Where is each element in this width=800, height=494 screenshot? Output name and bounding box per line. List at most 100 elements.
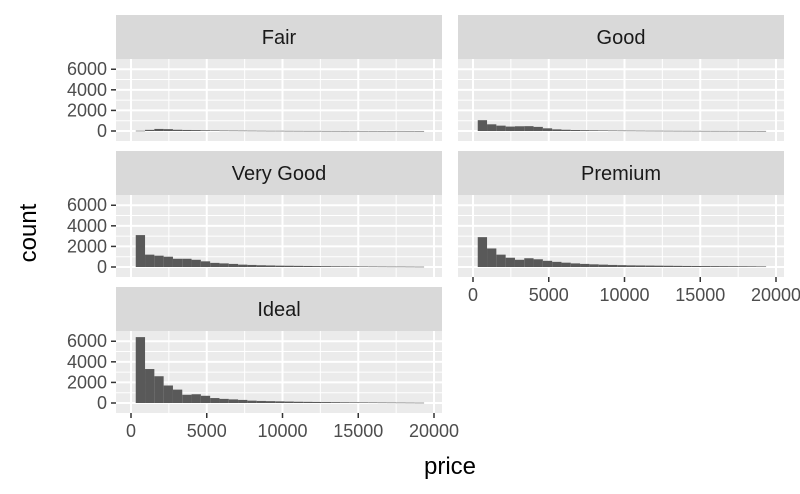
histogram-bar	[589, 264, 599, 267]
histogram-bar	[265, 401, 276, 403]
y-tick-label: 6000	[67, 331, 107, 351]
histogram-bar	[414, 266, 425, 268]
histogram-bar	[256, 400, 266, 403]
histogram-bar	[561, 129, 571, 131]
histogram-bar	[303, 401, 313, 403]
histogram-bar	[514, 126, 525, 131]
histogram-bar	[172, 129, 183, 131]
histogram-bar	[386, 130, 397, 132]
histogram-bar	[663, 130, 674, 132]
histogram-bar	[284, 265, 294, 267]
histogram-bar	[561, 262, 571, 267]
facet-strip-label: Premium	[581, 163, 661, 185]
histogram-bar	[265, 265, 276, 267]
histogram-bar	[358, 130, 369, 132]
histogram-bar	[635, 265, 646, 267]
histogram-bar	[145, 254, 155, 267]
x-tick-label: 5000	[187, 421, 227, 441]
histogram-bar	[293, 130, 304, 132]
histogram-bar	[312, 130, 322, 132]
histogram-bar	[514, 259, 525, 267]
y-tick-label: 6000	[67, 195, 107, 215]
histogram-bar	[386, 266, 397, 268]
histogram-bar	[321, 266, 332, 267]
histogram-bar	[191, 130, 201, 131]
histogram-bar	[377, 402, 387, 404]
histogram-bar	[331, 130, 341, 132]
facet-premium: Premium 0 5000 10000 15000 20000	[458, 151, 800, 305]
histogram-bar	[580, 130, 590, 131]
y-tick-label: 0	[97, 121, 107, 141]
histogram-bar	[505, 257, 515, 267]
histogram-bar	[756, 130, 767, 132]
histogram-bar	[405, 266, 415, 268]
histogram-bar	[505, 126, 515, 131]
histogram-bar	[331, 266, 341, 267]
histogram-bar	[191, 394, 201, 403]
histogram-bar	[154, 376, 164, 403]
facet-strip	[116, 287, 442, 331]
histogram-bar	[349, 266, 359, 267]
histogram-bar	[598, 264, 608, 267]
histogram-bar	[340, 266, 350, 267]
histogram-bar	[617, 265, 627, 267]
x-tick-label: 10000	[599, 285, 649, 305]
histogram-bar	[691, 266, 701, 267]
histogram-bar	[154, 128, 164, 131]
histogram-bar	[210, 262, 220, 267]
histogram-bar	[358, 266, 369, 268]
histogram-bar	[284, 130, 294, 132]
facet-strip	[116, 151, 442, 195]
histogram-bar	[645, 130, 655, 132]
histogram-bar	[145, 129, 155, 131]
histogram-bar	[756, 266, 767, 268]
histogram-bar	[487, 124, 497, 131]
facet-strip	[458, 151, 784, 195]
histogram-bar	[414, 130, 425, 132]
histogram-bar	[256, 265, 266, 267]
histogram-bar	[728, 266, 739, 267]
histogram-bar	[321, 402, 332, 403]
y-tick-label: 4000	[67, 216, 107, 236]
histogram-bar	[487, 248, 497, 267]
facet-strip-label: Very Good	[232, 163, 327, 185]
y-tick-label: 2000	[67, 100, 107, 120]
histogram-bar	[340, 402, 350, 403]
histogram-bar	[570, 263, 581, 267]
histogram-bar	[414, 402, 425, 404]
x-tick-label: 20000	[751, 285, 800, 305]
histogram-bar	[405, 130, 415, 132]
histogram-bar	[331, 402, 341, 403]
histogram-bar	[552, 261, 562, 267]
histogram-bar	[312, 266, 322, 267]
histogram-bar	[275, 401, 285, 403]
histogram-bar	[135, 130, 146, 132]
histogram-bar	[533, 126, 543, 131]
histogram-bar	[738, 266, 748, 267]
histogram-bar	[738, 130, 748, 132]
histogram-bar	[570, 130, 581, 131]
histogram-bar	[303, 130, 313, 132]
histogram-bar	[163, 256, 173, 267]
histogram-bar	[182, 258, 192, 267]
histogram-bar	[368, 130, 378, 132]
y-tick-label: 4000	[67, 352, 107, 372]
histogram-bar	[228, 399, 239, 403]
histogram-bar	[747, 130, 757, 132]
y-tick-label: 4000	[67, 80, 107, 100]
histogram-bar	[496, 254, 506, 267]
histogram-bar	[135, 235, 146, 267]
histogram-bar	[219, 263, 229, 267]
facet-strip	[458, 15, 784, 59]
histogram-bar	[710, 266, 720, 267]
histogram-bar	[700, 130, 711, 132]
histogram-bar	[256, 130, 266, 132]
histogram-bar	[368, 266, 378, 268]
x-tick-label: 15000	[333, 421, 383, 441]
histogram-bar	[710, 130, 720, 132]
histogram-bar	[182, 394, 192, 403]
facet-strip-label: Good	[597, 27, 646, 49]
histogram-bar	[219, 130, 229, 132]
